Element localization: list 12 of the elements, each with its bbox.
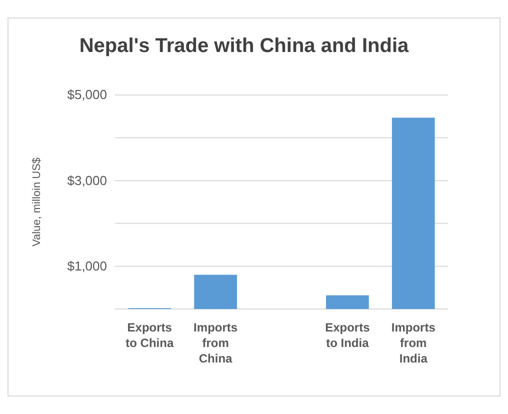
y-tick-label: $5,000 <box>67 87 107 102</box>
y-tick-label: $1,000 <box>67 258 107 274</box>
bar <box>392 118 435 309</box>
y-tick-label: $3,000 <box>67 172 107 188</box>
bar <box>194 274 237 309</box>
bar <box>326 295 369 309</box>
x-tick-label: Imports from China <box>194 320 238 366</box>
x-tick-label: Exports to China <box>126 320 174 350</box>
x-tick-label: Imports from India <box>391 320 436 366</box>
y-axis-title: Value, milloin US$ <box>31 157 43 247</box>
x-tick-label: Exports to India <box>325 320 370 350</box>
chart-title: Nepal's Trade with China and India <box>79 35 410 57</box>
